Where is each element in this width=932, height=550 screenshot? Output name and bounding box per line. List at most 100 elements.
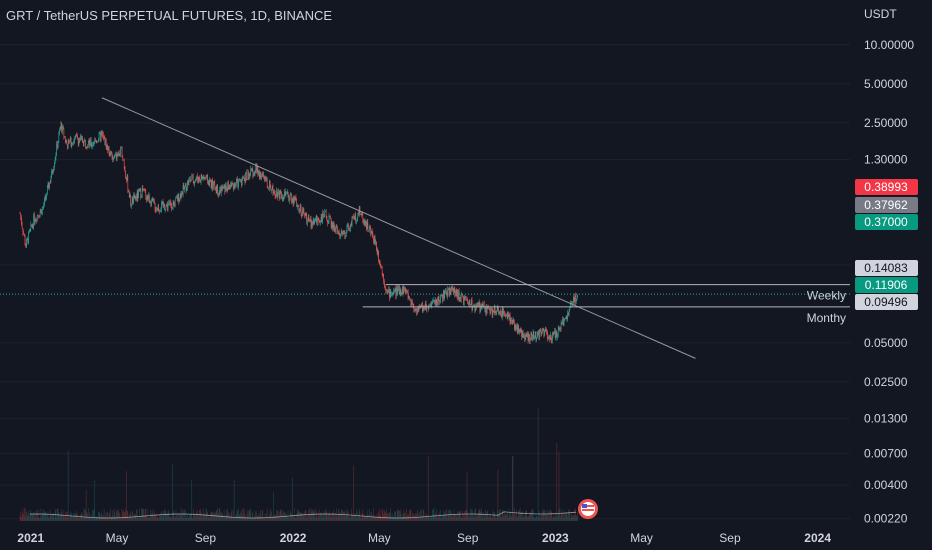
volume-bar: [95, 516, 96, 521]
candle-body: [64, 136, 65, 137]
candle-body: [523, 334, 525, 338]
candle-body: [359, 206, 361, 215]
candle-body: [566, 316, 568, 320]
candle-body: [373, 236, 375, 243]
candle-body: [261, 173, 263, 176]
volume-bar: [500, 515, 502, 521]
candle-body: [412, 304, 414, 307]
volume-bar: [246, 517, 247, 521]
volume-bar: [346, 513, 348, 521]
candle-body: [146, 197, 147, 201]
flag-icon[interactable]: [578, 499, 598, 519]
candle-body: [315, 220, 316, 221]
volume-bar: [471, 516, 473, 521]
volume-bar: [321, 512, 323, 521]
candle-body: [323, 216, 325, 217]
candle-body: [449, 288, 451, 296]
volume-bar: [175, 509, 177, 521]
volume-bar: [172, 464, 173, 521]
volume-bar: [155, 513, 157, 521]
candle-body: [228, 182, 229, 190]
candle-body: [327, 221, 329, 223]
volume-bar: [241, 508, 243, 521]
price-label-text: 0.11906: [865, 278, 908, 292]
candle-body: [82, 142, 84, 146]
volume-bar: [130, 511, 131, 521]
candle-body: [319, 222, 320, 223]
candle-body: [468, 303, 469, 305]
volume-bar: [512, 455, 514, 521]
volume-bar: [455, 513, 457, 521]
candle-body: [307, 220, 308, 224]
volume-bar: [347, 511, 349, 521]
volume-bar: [118, 511, 120, 521]
candle-body: [352, 216, 354, 218]
candle-body: [305, 212, 306, 216]
volume-bar: [285, 514, 287, 521]
volume-bar: [253, 514, 255, 521]
volume-bar: [336, 516, 338, 521]
volume-bar: [164, 509, 165, 521]
candle-body: [197, 175, 198, 180]
volume-bar: [123, 512, 125, 521]
volume-bar: [368, 509, 370, 521]
candle-body: [396, 287, 398, 293]
volume-bar: [348, 516, 350, 521]
volume-bar: [49, 508, 51, 521]
time-axis[interactable]: 2021 May Sep 2022 May Sep 2023 May Sep 2024: [17, 531, 831, 545]
volume-bar: [450, 511, 452, 521]
candle-body: [303, 210, 305, 215]
candle-body: [293, 196, 295, 204]
volume-bar: [491, 517, 493, 521]
candle-body: [448, 288, 449, 290]
candle-body: [328, 215, 330, 222]
volume-bar: [47, 511, 49, 521]
volume-bar: [413, 516, 415, 521]
volume-bar: [568, 512, 570, 521]
candle-body: [349, 228, 351, 230]
volume-bar: [477, 513, 479, 521]
volume-layer: [19, 408, 578, 521]
volume-bar: [452, 515, 453, 521]
candle-body: [567, 312, 568, 320]
volume-bar: [517, 515, 519, 521]
candle-body: [435, 300, 436, 304]
volume-bar: [485, 509, 486, 521]
candle-body: [132, 198, 134, 204]
volume-bar: [45, 512, 47, 521]
candle-body: [179, 198, 180, 202]
y-tick-label: 0.00400: [864, 478, 908, 492]
volume-bar: [342, 510, 343, 521]
volume-bar: [387, 512, 389, 521]
candle-body: [269, 180, 271, 187]
candle-body: [473, 305, 474, 307]
volume-bar: [251, 513, 253, 521]
volume-bar: [375, 516, 377, 521]
candle-body: [209, 180, 211, 186]
volume-bar: [479, 508, 481, 521]
candle-body: [467, 299, 469, 304]
volume-bar: [182, 508, 183, 521]
candle-body: [158, 206, 160, 211]
volume-bar: [505, 514, 507, 521]
candle-body: [137, 191, 139, 199]
candle-body: [287, 191, 288, 193]
candle-body: [534, 331, 536, 338]
candle-body: [134, 195, 136, 199]
volume-bar: [187, 517, 189, 521]
candle-body: [511, 321, 513, 324]
volume-bar: [249, 509, 251, 521]
volume-bar: [229, 517, 231, 521]
volume-bar: [309, 508, 310, 521]
volume-bar: [443, 516, 445, 521]
candle-body: [288, 195, 290, 201]
volume-bar: [334, 516, 336, 521]
candle-body: [136, 196, 137, 200]
volume-bar: [115, 516, 116, 521]
volume-bar: [558, 451, 560, 521]
volume-bar: [205, 515, 206, 521]
volume-bar: [39, 517, 40, 521]
volume-bar: [509, 514, 511, 521]
candle-body: [118, 152, 119, 157]
